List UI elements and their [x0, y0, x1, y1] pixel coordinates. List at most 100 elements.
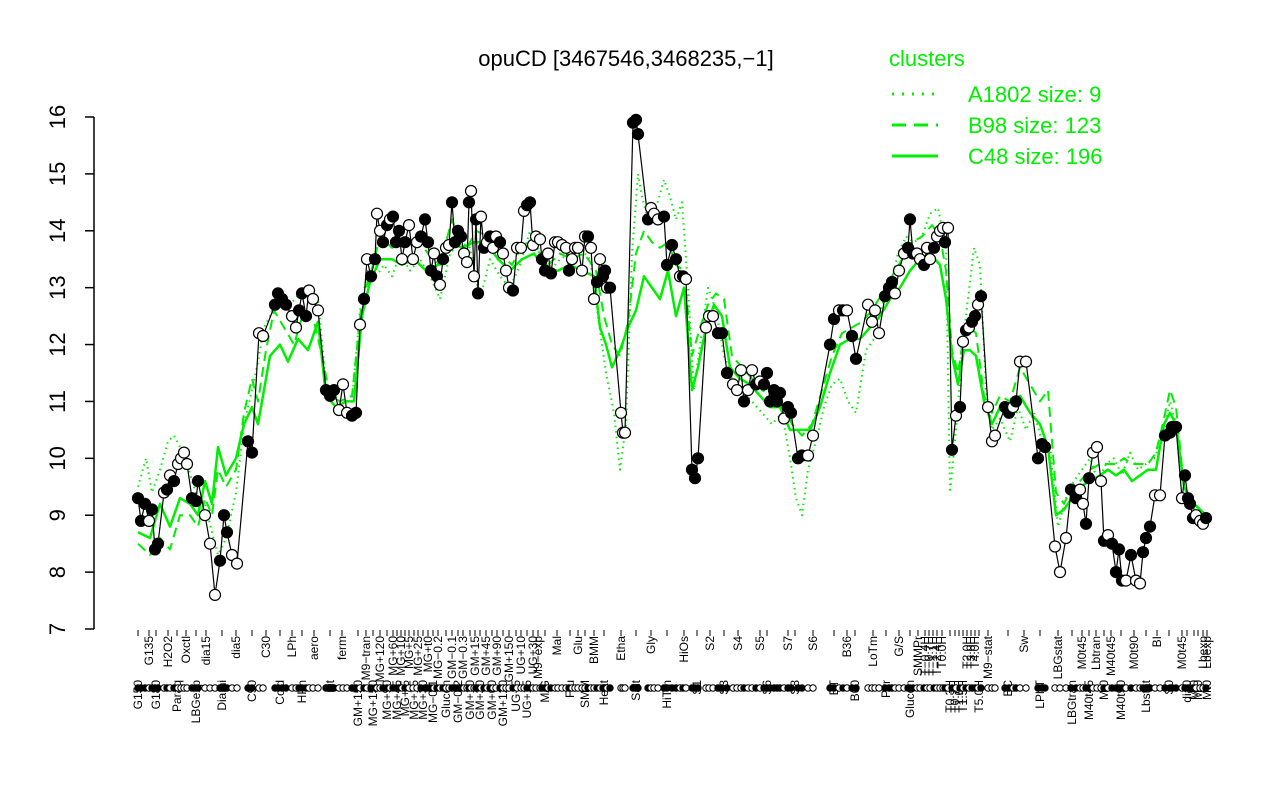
data-point [471, 287, 485, 300]
x-tick-label: Sw [1017, 636, 1031, 653]
data-point [499, 264, 513, 277]
x-tick-label: MG+10 [394, 636, 408, 676]
data-point [1178, 469, 1192, 482]
data-point [1133, 577, 1147, 590]
data-point [357, 292, 371, 306]
x-tick-label: G150 [131, 680, 145, 710]
x-tick-label: Mal [550, 636, 564, 655]
y-tick-label: 16 [45, 105, 70, 129]
cluster-line-dotted [137, 172, 1207, 556]
data-point [349, 406, 363, 419]
sample-marker [606, 684, 614, 692]
x-tick-label: Cold [273, 680, 287, 705]
data-point [840, 304, 854, 317]
x-tick-label: Gly [644, 636, 658, 654]
data-point [1073, 483, 1087, 496]
x-tick-label: Lbexp [1196, 636, 1210, 669]
y-tick-label: 9 [45, 509, 70, 521]
data-point [1139, 531, 1153, 545]
sample-marker [233, 684, 241, 692]
data-point [230, 557, 244, 570]
sample-marker [1056, 684, 1064, 692]
x-tick-label: GM+150 [502, 636, 516, 683]
x-tick-label: LoTm [866, 636, 880, 667]
data-point [941, 221, 955, 234]
x-tick-label: SMM [578, 680, 592, 708]
data-point [872, 327, 886, 340]
data-point [691, 452, 705, 465]
data-point [279, 298, 293, 311]
data-point [1076, 497, 1090, 510]
data-point [593, 253, 607, 266]
cluster-line-solid [137, 240, 1207, 540]
data-point [353, 318, 367, 331]
data-point [464, 184, 478, 198]
x-tick-label: M0t45 [1175, 636, 1189, 670]
x-tick-label: M0t45 [1075, 636, 1089, 670]
x-tick-label: G135 [142, 636, 156, 666]
x-tick-label: ferm [335, 636, 349, 660]
x-tick-label: LPhT [1033, 679, 1047, 708]
data-point [1053, 565, 1067, 579]
data-point [189, 494, 203, 508]
data-point [679, 273, 693, 286]
data-point [213, 554, 227, 567]
x-tick-label: M40t45 [1104, 636, 1118, 676]
data-point [1136, 546, 1150, 559]
x-tick-label: T3.0H [964, 636, 978, 669]
x-tick-label: MG+5 [402, 636, 416, 669]
data-point [784, 406, 798, 419]
data-point [923, 253, 937, 266]
x-tick-label: MG+60 [386, 636, 400, 676]
data-point [327, 384, 341, 397]
data-point [631, 128, 645, 141]
data-point [1199, 511, 1213, 525]
data-point [454, 230, 468, 243]
data-point [203, 537, 217, 550]
data-point [460, 256, 474, 269]
x-tick-label: Oxctl [179, 636, 193, 663]
x-tick-label: S2 [703, 636, 717, 651]
data-point [598, 264, 612, 277]
data-point [1112, 543, 1126, 556]
sample-marker [1172, 684, 1180, 692]
x-axis: G150G135G180H2O2ParaqOxctlLBGexpdia15Dia… [131, 630, 1214, 726]
sample-marker [1202, 684, 1210, 692]
x-tick-label: H2O2 [161, 636, 175, 668]
data-point [256, 329, 270, 343]
data-point [1031, 452, 1045, 465]
data-point [245, 446, 259, 459]
y-tick-label: 13 [45, 275, 70, 299]
data-point [737, 395, 751, 408]
data-point [145, 503, 159, 516]
x-tick-label: MG+t0 [421, 636, 435, 673]
cluster-lines [137, 172, 1207, 556]
data-point [903, 213, 917, 226]
data-point [730, 384, 744, 397]
data-point [720, 366, 734, 380]
data-point [660, 258, 674, 271]
data-point [968, 310, 982, 323]
data-point [1059, 531, 1073, 545]
x-tick-label: T0.0H [935, 636, 949, 669]
legend: clusters A1802 size: 9 B98 size: 123 C48… [889, 46, 1103, 169]
data-point [376, 236, 390, 249]
data-point [1094, 475, 1108, 488]
x-tick-label: S6 [806, 636, 820, 651]
data-point [757, 378, 771, 391]
x-tick-label: B36 [840, 636, 854, 658]
data-point [1183, 497, 1197, 510]
sample-marker [248, 684, 256, 692]
data-point [981, 401, 995, 414]
y-tick-label: 14 [45, 219, 70, 243]
y-tick-label: 15 [45, 162, 70, 186]
data-point [1019, 355, 1033, 368]
data-point [533, 233, 547, 246]
x-tick-label: M9−tran [359, 636, 373, 680]
observed-series [131, 113, 1213, 602]
data-point [938, 236, 952, 249]
x-tick-label: GM−0.3 [456, 636, 470, 679]
data-point [868, 304, 882, 317]
x-tick-label: LBGstat [1051, 635, 1065, 679]
